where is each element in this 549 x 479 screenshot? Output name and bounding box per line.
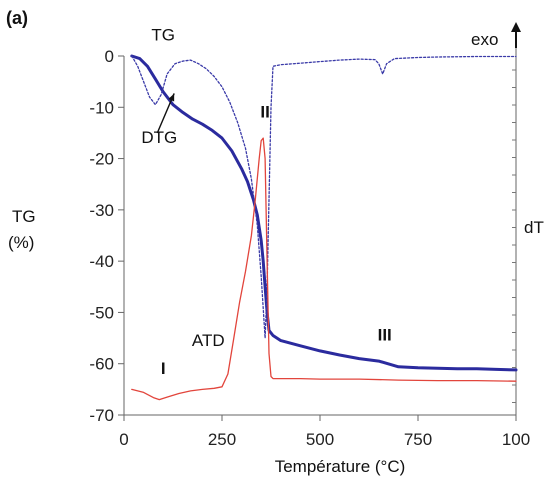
annotation-iii: III <box>378 326 392 345</box>
annotation-i: I <box>161 359 166 378</box>
x-tick-label: 100 <box>502 430 530 449</box>
exo-label: exo <box>471 30 498 49</box>
annotation-atd: ATD <box>192 331 225 350</box>
series-line-dtg <box>131 55 517 339</box>
x-tick-label: 0 <box>119 430 128 449</box>
y-tick-label: -50 <box>89 303 114 322</box>
x-tick-label: 500 <box>306 430 334 449</box>
y-tick-label: -60 <box>89 355 114 374</box>
y-axis-label-right: dT <box>524 218 544 237</box>
series-layer <box>130 54 518 401</box>
x-tick-label: 250 <box>208 430 236 449</box>
y-tick-label: -30 <box>89 201 114 220</box>
y-tick-label: -70 <box>89 406 114 425</box>
y-tick-label: 0 <box>105 47 114 66</box>
x-tick-label: 750 <box>404 430 432 449</box>
y-tick-label: -20 <box>89 150 114 169</box>
y-tick-label: -40 <box>89 252 114 271</box>
exo-arrow-head <box>511 22 521 32</box>
y-tick-label: -10 <box>89 98 114 117</box>
dtg-pointer-arrow-head <box>168 93 175 102</box>
annotation-tg: TG <box>151 26 175 45</box>
series-line-atd <box>131 137 517 401</box>
x-axis-label: Température (°C) <box>275 457 406 476</box>
y-axis-label-left-line1: TG <box>12 207 36 226</box>
label-layer: (a) TG (%) dT exo Température (°C) TG DTG… <box>6 8 544 476</box>
y-axis-label-left-line2: (%) <box>8 233 34 252</box>
axes: 0 -10 -20 -30 -40 -50 -60 -70 0 250 500 750 100 <box>89 22 530 449</box>
series-line-tg <box>130 54 518 372</box>
panel-label: (a) <box>6 8 28 28</box>
annotation-ii: II <box>260 103 269 122</box>
annotation-dtg: DTG <box>141 128 177 147</box>
